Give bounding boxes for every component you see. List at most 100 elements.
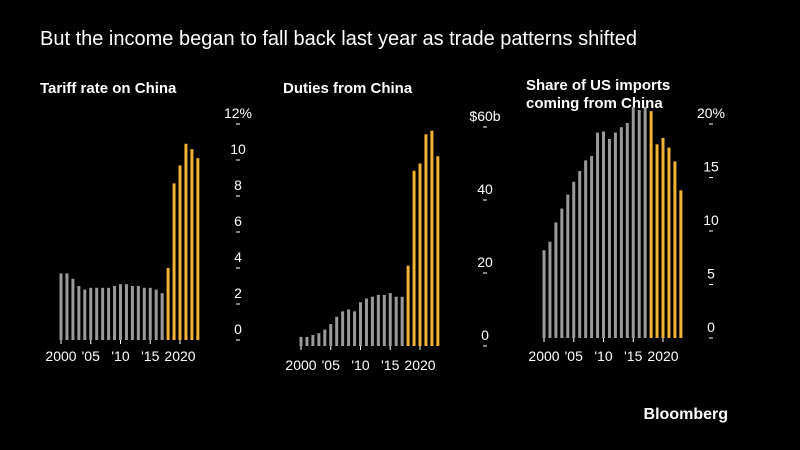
share-bar <box>673 161 677 338</box>
duties-bar <box>311 335 315 346</box>
duties-bar <box>347 309 351 346</box>
tariff-bar <box>101 287 105 340</box>
duties-ytick-label: 0 <box>481 327 489 343</box>
share-ytick-label: 20% <box>697 105 725 121</box>
tariff-ytick-label: 0 <box>234 321 242 337</box>
share-xtick-label: '10 <box>594 348 612 364</box>
tariff-ytick-label: 4 <box>234 249 242 265</box>
share-bar <box>637 110 641 338</box>
tariff-ytick-label: 2 <box>234 285 242 301</box>
duties-ytick-label: 40 <box>477 181 493 197</box>
tariff-bar <box>107 287 111 340</box>
tariff-bar <box>190 149 194 340</box>
tariff-bar <box>172 183 176 340</box>
tariff-bar <box>59 273 63 340</box>
share-bar <box>667 147 671 338</box>
panel-title-tariff: Tariff rate on China <box>40 80 176 98</box>
tariff-ytick-label: 12% <box>224 105 252 121</box>
share-bar <box>643 106 647 338</box>
tariff-xtick-label: '15 <box>141 348 159 364</box>
duties-bar <box>394 296 398 346</box>
duties-bar <box>412 170 416 346</box>
share-bar <box>602 131 605 338</box>
duties-bar <box>299 336 303 347</box>
share-ytick-label: 15 <box>703 159 719 175</box>
duties-xtick-label: '15 <box>381 357 399 373</box>
duties-bar <box>400 296 404 346</box>
tariff-xtick-label: 2020 <box>164 348 195 364</box>
share-bar <box>613 132 617 338</box>
tariff-bar <box>184 143 188 340</box>
share-bar <box>625 122 629 339</box>
tariff-bar <box>160 293 164 340</box>
tariff-xtick-label: '10 <box>111 348 129 364</box>
share-ytick-label: 10 <box>703 212 719 228</box>
tariff-bar <box>113 286 117 340</box>
duties-bar <box>370 296 374 346</box>
tariff-bar <box>77 286 81 340</box>
duties-bar <box>353 311 357 346</box>
duties-bar <box>406 265 410 346</box>
share-bar <box>619 127 623 339</box>
tariff-bar <box>124 284 128 340</box>
share-xtick-label: '05 <box>565 348 583 364</box>
panel-title-share-text: Share of US imports coming from China <box>526 77 671 112</box>
share-bar <box>649 111 653 338</box>
share-xtick-label: 2000 <box>528 348 559 364</box>
duties-bar <box>335 316 339 346</box>
share-ytick-label: 0 <box>707 319 715 335</box>
share-bar <box>590 156 594 338</box>
tariff-ytick-label: 8 <box>234 177 242 193</box>
tariff-bar <box>95 287 99 340</box>
tariff-bar <box>142 287 146 340</box>
duties-xtick-label: '10 <box>351 357 369 373</box>
tariff-bar <box>154 289 158 340</box>
duties-bar <box>424 134 428 346</box>
duties-ytick-label: 20 <box>477 254 493 270</box>
tariff-bar <box>196 158 200 340</box>
duties-bar <box>418 163 422 346</box>
share-xtick-label: '15 <box>624 348 642 364</box>
duties-bar <box>436 156 440 346</box>
tariff-bar <box>148 287 152 340</box>
share-bar <box>554 222 558 338</box>
duties-bar <box>388 293 392 346</box>
duties-xtick-label: 2020 <box>404 357 435 373</box>
tariff-bar <box>83 289 87 340</box>
share-bar <box>584 160 588 338</box>
panel-title-duties-text: Duties from China <box>283 80 413 97</box>
duties-bar <box>364 298 368 346</box>
share-bar <box>566 194 570 338</box>
tariff-bar <box>166 268 170 340</box>
share-bar <box>661 137 665 338</box>
tariff-ytick-label: 10 <box>230 141 246 157</box>
tariff-xtick-label: 2000 <box>45 348 76 364</box>
tariff-bar <box>178 165 182 340</box>
tariff-bar <box>89 287 93 340</box>
share-xtick-label: 2020 <box>647 348 678 364</box>
tariff-bar <box>71 278 75 340</box>
duties-bar <box>376 294 380 346</box>
duties-xtick-label: '05 <box>322 357 340 373</box>
tariff-bar <box>65 273 69 340</box>
tariff-ytick-label: 6 <box>234 213 242 229</box>
share-bar <box>596 132 600 338</box>
duties-bar <box>341 311 345 346</box>
duties-bar <box>317 333 321 346</box>
share-bar <box>560 208 564 338</box>
panel-title-tariff-text: Tariff rate on China <box>40 80 177 97</box>
duties-xtick-label: 2000 <box>285 357 316 373</box>
duties-bar <box>359 302 362 346</box>
share-bar <box>548 241 552 338</box>
panel-title-share: Share of US imports coming from China <box>526 77 696 113</box>
duties-bar <box>323 329 327 346</box>
duties-bar <box>430 130 434 346</box>
bloomberg-logo: Bloomberg <box>643 406 728 423</box>
tariff-bar <box>119 284 122 340</box>
chart-headline: But the income began to fall back last y… <box>40 28 638 50</box>
tariff-bar <box>130 286 134 340</box>
share-ytick-label: 5 <box>707 266 715 282</box>
share-bar <box>578 171 582 338</box>
tariff-bar <box>136 286 140 340</box>
